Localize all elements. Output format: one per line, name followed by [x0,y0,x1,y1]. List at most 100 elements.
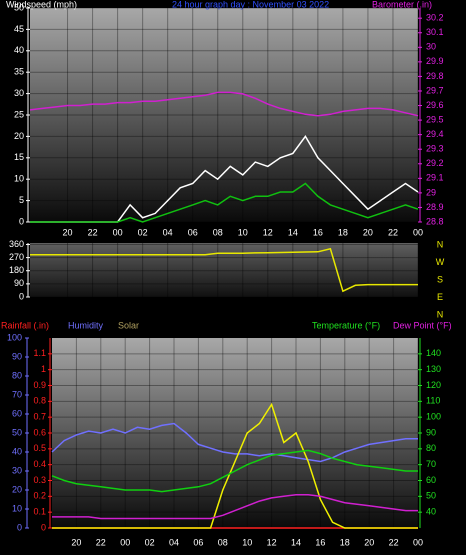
y-tick-label: 110 [426,396,440,406]
y-tick-label: 70 [12,389,22,399]
x-tick-label: 22 [389,537,399,547]
x-tick-label: 06 [193,537,203,547]
y-tick-label: 29.8 [426,71,444,81]
y-tick-label: 28.9 [426,202,444,212]
x-tick-label: 04 [163,227,173,237]
y-tick-label: 40 [426,507,436,517]
solar-label: Solar [118,320,139,330]
y-tick-label: 100 [7,332,22,342]
series-line [52,402,418,529]
y-tick-label: 29.5 [426,114,444,124]
y-tick-label: 30.1 [426,27,444,37]
y-tick-label: 10 [12,503,22,513]
y-tick-label: 0.1 [33,507,46,517]
x-tick-label: 02 [138,227,148,237]
y-tick-label: 0 [17,522,22,532]
y-tick-label: 60 [12,408,22,418]
x-tick-label: 16 [313,227,323,237]
compass-label: W [436,257,445,267]
y-tick-label: 0 [41,522,46,532]
rain-label: Rainfall (.in) [1,320,49,330]
y-tick-label: 30 [14,88,24,98]
y-tick-label: 0 [19,216,24,226]
y-tick-label: 29.2 [426,158,444,168]
y-tick-label: 0.4 [33,459,46,469]
x-tick-label: 04 [169,537,179,547]
y-tick-label: 50 [12,427,22,437]
y-tick-label: 25 [14,109,24,119]
y-tick-label: 0.9 [33,380,46,390]
panel-temperature [52,338,418,528]
barometer-label: Barometer (.in) [372,0,432,9]
y-tick-label: 60 [426,475,436,485]
y-tick-label: 30 [12,465,22,475]
y-tick-label: 5 [19,195,24,205]
y-tick-label: 360 [9,239,24,249]
y-tick-label: 20 [12,484,22,494]
series-line [30,247,418,293]
x-tick-label: 20 [364,537,374,547]
y-tick-label: 15 [14,152,24,162]
y-tick-label: 50 [14,2,24,12]
y-tick-label: 100 [426,412,441,422]
compass-label: S [437,274,443,284]
x-tick-label: 22 [388,227,398,237]
y-tick-label: 0.2 [33,491,46,501]
series-line [51,449,418,493]
x-tick-label: 14 [291,537,301,547]
y-tick-label: 50 [426,491,436,501]
y-tick-label: 90 [12,351,22,361]
y-tick-label: 270 [9,252,24,262]
chart-title: 24 hour graph day : November 03 2022 [172,0,329,9]
x-tick-label: 08 [213,227,223,237]
y-tick-label: 80 [426,443,436,453]
y-tick-label: 30.2 [426,13,444,23]
x-tick-label: 00 [413,227,423,237]
y-tick-label: 0 [19,291,24,301]
x-tick-label: 00 [120,537,130,547]
x-tick-label: 00 [113,227,123,237]
y-tick-label: 1 [41,364,46,374]
y-tick-label: 120 [426,380,441,390]
y-tick-label: 90 [426,427,436,437]
series-line [30,182,419,223]
y-tick-label: 29.6 [426,100,444,110]
y-tick-label: 45 [14,24,24,34]
y-tick-label: 1.1 [33,348,46,358]
x-tick-label: 22 [96,537,106,547]
y-tick-label: 0.7 [33,412,46,422]
x-tick-label: 18 [340,537,350,547]
y-tick-label: 28.8 [426,216,444,226]
x-tick-label: 16 [315,537,325,547]
x-tick-label: 20 [71,537,81,547]
y-tick-label: 30 [426,42,436,52]
x-tick-label: 00 [413,537,423,547]
y-tick-label: 70 [426,459,436,469]
x-tick-label: 22 [88,227,98,237]
compass-label: N [437,309,444,319]
x-tick-label: 20 [63,227,73,237]
x-tick-label: 08 [218,537,228,547]
y-tick-label: 0.6 [33,427,46,437]
x-tick-label: 12 [267,537,277,547]
y-tick-label: 0.3 [33,475,46,485]
x-tick-label: 02 [145,537,155,547]
series-line [52,494,418,520]
humidity-label: Humidity [68,320,104,330]
x-tick-label: 12 [263,227,273,237]
x-tick-label: 10 [242,537,252,547]
y-tick-label: 29.3 [426,144,444,154]
temperature-label: Temperature (°F) [312,320,380,330]
compass-label: N [437,239,444,249]
x-tick-label: 14 [288,227,298,237]
y-tick-label: 29.9 [426,56,444,66]
series-line [29,91,419,117]
y-tick-label: 40 [12,446,22,456]
y-tick-label: 130 [426,364,441,374]
y-tick-label: 0.5 [33,443,46,453]
dew-label: Dew Point (°F) [393,320,452,330]
x-tick-label: 18 [338,227,348,237]
y-tick-label: 29.1 [426,173,444,183]
y-tick-label: 29 [426,187,436,197]
